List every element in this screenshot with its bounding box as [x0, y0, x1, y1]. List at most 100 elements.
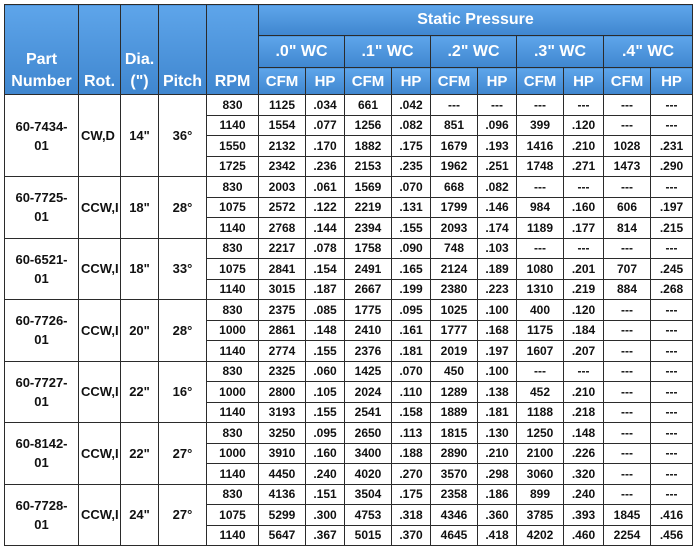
hp-cell: .268 — [649, 278, 694, 300]
cfm-cell: --- — [603, 237, 651, 259]
hp-cell: .223 — [477, 278, 517, 300]
hp-cell: .416 — [649, 504, 694, 526]
pitch-cell: 27° — [158, 422, 207, 485]
hp-cell: .226 — [563, 442, 604, 464]
header-cfm: CFM — [430, 67, 478, 95]
table-row: 60-7434- 01 CW,D 14" 36° 830 1125.034 661.042 --… — [4, 94, 694, 177]
cfm-cell: 450 — [430, 360, 478, 382]
cfm-cell: 5299 — [258, 504, 306, 526]
hp-cell: .095 — [391, 299, 431, 321]
cfm-cell: --- — [603, 422, 651, 444]
rpm-cell: 1140 — [206, 278, 259, 300]
cfm-cell: 2003 — [258, 176, 306, 198]
hp-cell: .060 — [305, 360, 345, 382]
hp-cell: .210 — [563, 381, 604, 403]
rpm-cell: 1075 — [206, 504, 259, 526]
cfm-cell: 4645 — [430, 524, 478, 546]
hp-cell: --- — [649, 442, 694, 464]
cfm-cell: 1189 — [516, 217, 564, 239]
diameter-cell: 18" — [120, 237, 159, 300]
cfm-cell: 1125 — [258, 94, 306, 116]
hp-cell: --- — [649, 299, 694, 321]
diameter-cell: 24" — [120, 483, 159, 546]
cfm-cell: 1882 — [344, 135, 392, 157]
rotation-cell: CCW,I — [78, 299, 121, 362]
cfm-cell: 1679 — [430, 135, 478, 157]
hp-cell: .155 — [391, 217, 431, 239]
hp-cell: .197 — [649, 196, 694, 218]
rpm-cell: 1140 — [206, 340, 259, 362]
hp-cell: .096 — [477, 114, 517, 136]
cfm-cell: 3193 — [258, 401, 306, 423]
performance-table-container: Part Number Rot. Dia. (") Pitch RPM Stat… — [4, 4, 694, 546]
cfm-cell: 400 — [516, 299, 564, 321]
hp-cell: .154 — [305, 258, 345, 280]
header-pressure-4: .4" WC — [602, 35, 694, 68]
cfm-cell: 1799 — [430, 196, 478, 218]
cfm-cell: 5015 — [344, 524, 392, 546]
cfm-cell: 2153 — [344, 155, 392, 177]
cfm-cell: 2572 — [258, 196, 306, 218]
cfm-cell: --- — [516, 176, 564, 198]
cfm-cell: --- — [603, 381, 651, 403]
hp-cell: .110 — [391, 381, 431, 403]
hp-cell: .320 — [563, 463, 604, 485]
hp-cell: .187 — [305, 278, 345, 300]
table-row: 1140 4450.240 4020.270 3570.298 3060.320 --- -… — [5, 463, 694, 485]
header-rot: Rot. — [78, 4, 121, 95]
cfm-cell: 3015 — [258, 278, 306, 300]
diameter-cell: 14" — [120, 94, 159, 177]
hp-cell: --- — [563, 360, 604, 382]
cfm-cell: --- — [516, 237, 564, 259]
table-row: 1140 1554.077 1256.082 851.096 399.120 --- --- — [5, 114, 694, 136]
cfm-cell: 1289 — [430, 381, 478, 403]
hp-cell: .090 — [391, 237, 431, 259]
table-row: 1140 2768.144 2394.155 2093.174 1189.177 814.… — [5, 217, 694, 239]
hp-cell: .100 — [477, 299, 517, 321]
hp-cell: .078 — [305, 237, 345, 259]
rpm-cell: 1140 — [206, 401, 259, 423]
part-number-cell: 60-7725- 01 — [4, 176, 79, 239]
rpm-cell: 1725 — [206, 155, 259, 177]
hp-cell: --- — [477, 94, 517, 116]
hp-cell: .186 — [477, 483, 517, 505]
hp-cell: .082 — [391, 114, 431, 136]
table-row: 60-8142- 01 CCW,I 22" 27° 830 3250.095 2650.113… — [4, 422, 694, 485]
table-row: 60-7728- 01 CCW,I 24" 27° 830 4136.151 3504.175… — [4, 483, 694, 546]
cfm-cell: 4753 — [344, 504, 392, 526]
header-pressure-1: .1" WC — [344, 35, 431, 68]
cfm-cell: 1748 — [516, 155, 564, 177]
cfm-cell: --- — [603, 176, 651, 198]
hp-cell: .245 — [649, 258, 694, 280]
hp-cell: .131 — [391, 196, 431, 218]
hp-cell: --- — [649, 422, 694, 444]
cfm-cell: 2024 — [344, 381, 392, 403]
rpm-cell: 830 — [206, 483, 259, 505]
cfm-cell: --- — [603, 94, 651, 116]
hp-cell: .360 — [477, 504, 517, 526]
hp-cell: .235 — [391, 155, 431, 177]
part-number-cell: 60-7434- 01 — [4, 94, 79, 177]
cfm-cell: 2375 — [258, 299, 306, 321]
cfm-cell: 851 — [430, 114, 478, 136]
cfm-cell: 984 — [516, 196, 564, 218]
fan-performance-table: Part Number Rot. Dia. (") Pitch RPM Stat… — [4, 4, 694, 546]
hp-cell: .158 — [391, 401, 431, 423]
rotation-cell: CCW,I — [78, 237, 121, 300]
hp-cell: --- — [649, 237, 694, 259]
hp-cell: .148 — [305, 319, 345, 341]
hp-cell: .161 — [391, 319, 431, 341]
hp-cell: .393 — [563, 504, 604, 526]
header-hp: HP — [305, 67, 345, 95]
header-pitch: Pitch — [158, 4, 207, 95]
header-rpm: RPM — [206, 4, 259, 95]
rpm-cell: 1140 — [206, 524, 259, 546]
hp-cell: --- — [649, 401, 694, 423]
cfm-cell: 1777 — [430, 319, 478, 341]
rpm-cell: 1000 — [206, 381, 259, 403]
rpm-cell: 830 — [206, 94, 259, 116]
hp-cell: .370 — [391, 524, 431, 546]
hp-cell: .215 — [649, 217, 694, 239]
hp-cell: .207 — [563, 340, 604, 362]
pitch-cell: 27° — [158, 483, 207, 546]
